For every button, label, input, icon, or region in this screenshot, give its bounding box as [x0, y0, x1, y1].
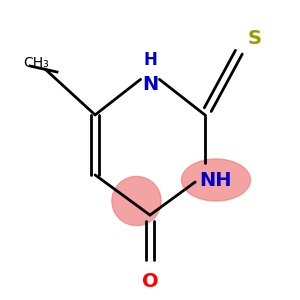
Text: NH: NH: [199, 170, 232, 190]
Text: N: N: [142, 75, 158, 94]
Text: CH₃: CH₃: [23, 56, 49, 70]
Circle shape: [112, 176, 161, 226]
Text: H: H: [143, 51, 157, 69]
Ellipse shape: [182, 159, 250, 201]
Text: S: S: [248, 29, 261, 49]
Text: O: O: [142, 272, 158, 291]
